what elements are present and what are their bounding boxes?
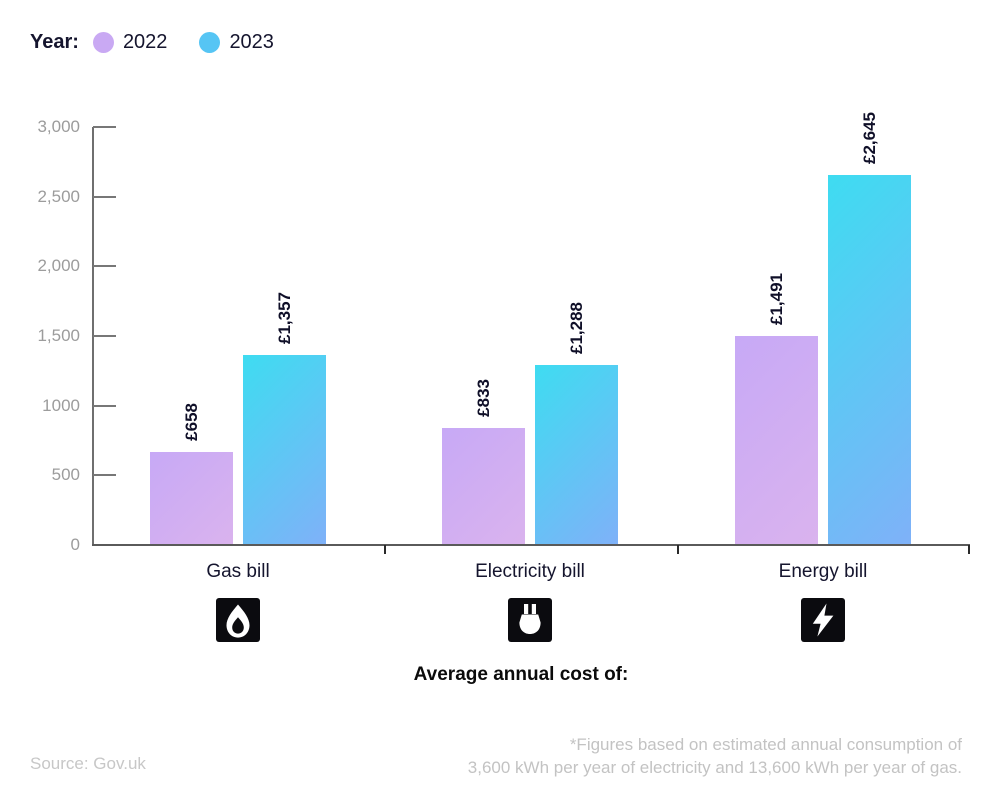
y-axis-tick <box>93 265 116 268</box>
x-axis-tick <box>384 545 386 554</box>
footnote-line-1: *Figures based on estimated annual consu… <box>569 735 962 754</box>
y-axis-tick <box>93 126 116 128</box>
chart-legend: Year: 2022 2023 <box>30 30 306 54</box>
bar-value-label: £1,288 <box>566 302 586 354</box>
footnote-line-2: 3,600 kWh per year of electricity and 13… <box>467 758 962 777</box>
y-axis-tick <box>93 474 116 477</box>
y-axis-tick-label: 1,500 <box>37 326 80 345</box>
category-label: Gas bill <box>206 561 270 582</box>
bar-value-label: £2,645 <box>859 112 879 164</box>
bar-2022-electricity-bill <box>442 428 525 544</box>
y-axis-tick-label: 0 <box>70 535 80 554</box>
bar-2023-gas-bill <box>243 355 326 544</box>
plug-icon <box>508 598 552 642</box>
category-label: Energy bill <box>778 561 868 582</box>
y-axis-tick-label: 2,000 <box>37 256 80 276</box>
y-axis-tick-label: 3,000 <box>37 117 80 136</box>
legend-item-label: 2022 <box>122 30 168 53</box>
x-axis-tick <box>677 545 679 554</box>
legend-item-2023: 2023 <box>199 31 274 54</box>
source-credit: Source: Gov.uk <box>30 754 146 773</box>
y-axis-tick <box>93 335 116 337</box>
bar-2023-electricity-bill <box>535 365 618 544</box>
bolt-icon <box>801 598 845 642</box>
bar-value-label: £1,357 <box>274 292 294 344</box>
y-axis-tick <box>93 404 116 407</box>
category-label: Electricity bill <box>475 561 585 582</box>
y-axis-tick <box>93 195 116 198</box>
legend-item-2022: 2022 <box>92 30 168 54</box>
bar-2022-gas-bill <box>150 452 233 544</box>
x-axis-tick <box>968 545 970 554</box>
legend-swatch-2023 <box>199 31 221 53</box>
legend-item-label: 2023 <box>229 30 274 53</box>
bar-2023-energy-bill <box>828 175 911 544</box>
bar-value-label: £1,491 <box>766 273 786 325</box>
legend-swatch-2022 <box>92 31 114 53</box>
bar-2022-energy-bill <box>735 336 818 544</box>
footnote: *Figures based on estimated annual consu… <box>468 733 962 779</box>
x-axis-line <box>92 544 970 546</box>
legend-title: Year: <box>30 30 79 53</box>
bar-value-label: £833 <box>473 379 493 417</box>
y-axis-tick-label: 500 <box>51 465 80 485</box>
y-axis-tick-label: 1000 <box>42 395 80 415</box>
x-axis-title: Average annual cost of: <box>413 664 629 685</box>
y-axis-tick-label: 2,500 <box>37 186 80 206</box>
bar-value-label: £658 <box>181 403 201 441</box>
flame-icon <box>216 598 260 642</box>
